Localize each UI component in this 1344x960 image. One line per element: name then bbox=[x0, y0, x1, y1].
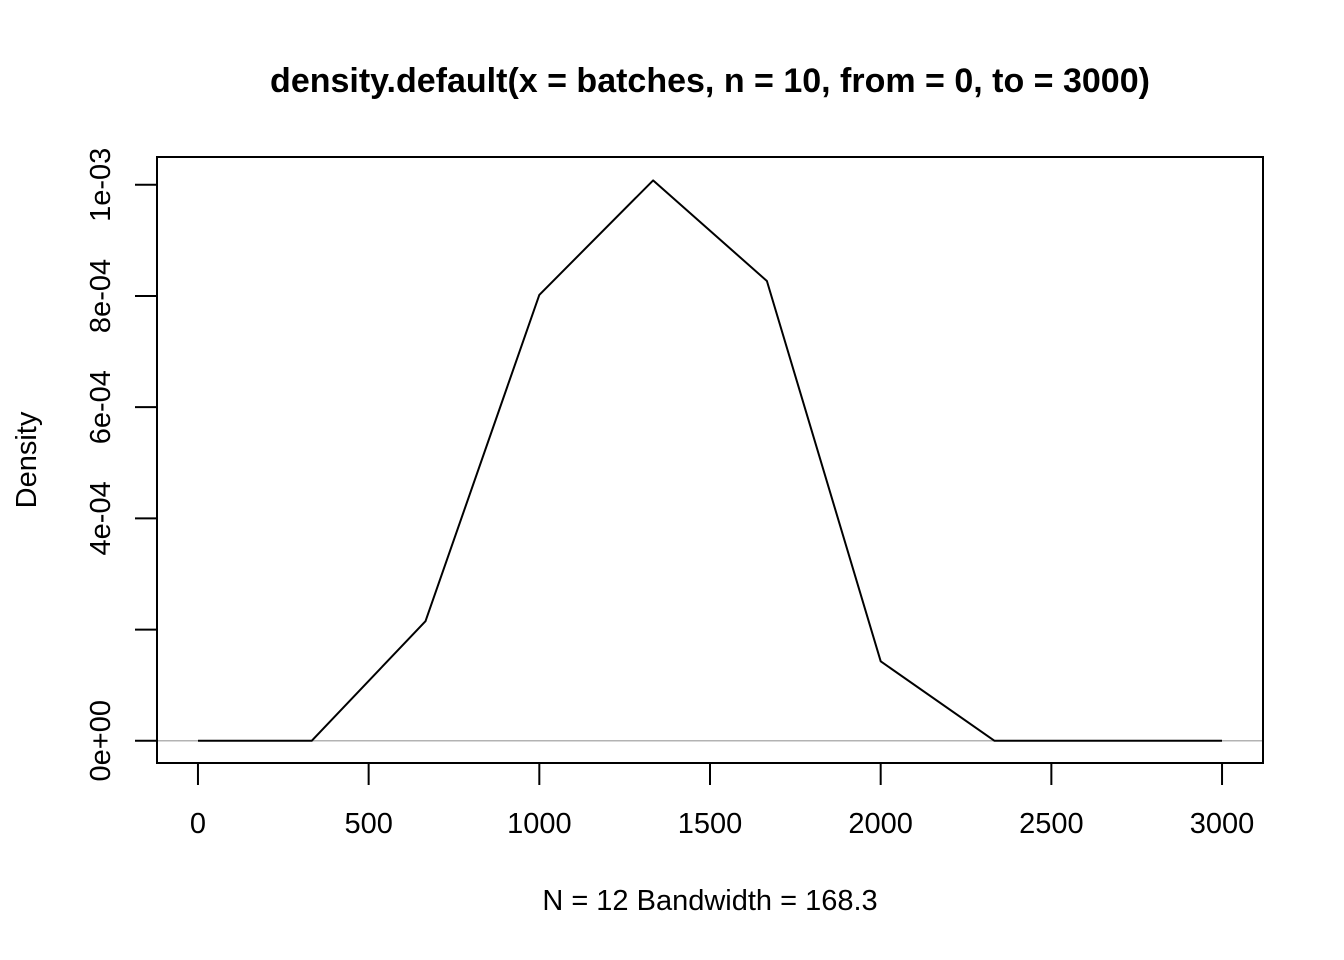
x-axis: 0 500 1000 1500 2000 2500 3000 bbox=[190, 762, 1255, 840]
y-tick-label: 8e-04 bbox=[85, 259, 117, 333]
x-tick-label: 2500 bbox=[1019, 808, 1084, 840]
chart-title: density.default(x = batches, n = 10, fro… bbox=[270, 62, 1150, 100]
x-tick-label: 1500 bbox=[678, 808, 743, 840]
x-tick-label: 500 bbox=[344, 808, 392, 840]
plot-area bbox=[158, 179, 1262, 742]
y-tick-label: 0e+00 bbox=[85, 700, 117, 781]
x-tick-label: 2000 bbox=[848, 808, 913, 840]
density-line bbox=[198, 179, 1222, 742]
plot-frame bbox=[156, 156, 1264, 764]
x-tick-label: 0 bbox=[190, 808, 206, 840]
y-tick-label: 6e-04 bbox=[85, 370, 117, 444]
y-axis-label: Density bbox=[11, 411, 43, 508]
x-tick-label: 1000 bbox=[507, 808, 572, 840]
x-axis-label: N = 12 Bandwidth = 168.3 bbox=[542, 885, 877, 917]
y-axis: 0e+00 4e-04 6e-04 8e-04 1e-03 bbox=[85, 148, 158, 781]
y-tick-label: 1e-03 bbox=[85, 148, 117, 222]
y-tick-label: 4e-04 bbox=[85, 481, 117, 555]
x-tick-label: 3000 bbox=[1190, 808, 1255, 840]
